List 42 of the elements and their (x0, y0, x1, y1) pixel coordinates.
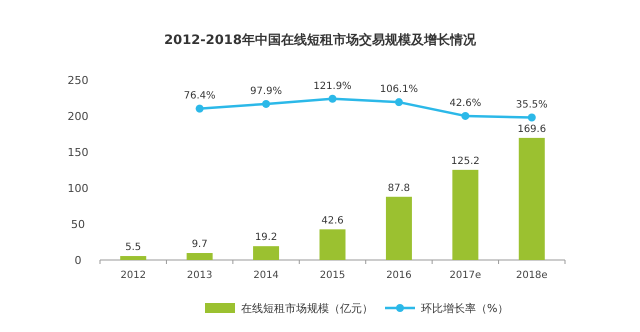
y-tick-label: 50 (71, 218, 85, 231)
y-tick-label: 150 (68, 146, 88, 159)
data-label: 5.5 (125, 242, 142, 254)
data-label: 121.9% (313, 80, 352, 92)
data-label: 87.8 (388, 182, 410, 194)
data-label: 97.9% (250, 86, 282, 97)
bar (186, 253, 213, 260)
data-label: 76.4% (184, 90, 216, 102)
data-label: 125.2 (451, 156, 480, 167)
x-tick-label: 2017e (450, 270, 482, 281)
point (196, 104, 204, 113)
point (394, 98, 403, 106)
legend-label: 环比增长率（%） (421, 302, 508, 315)
x-tick-label: 2016 (386, 270, 412, 281)
x-tick-label: 2014 (253, 270, 279, 281)
bar (120, 256, 146, 260)
y-tick-label: 250 (68, 74, 88, 87)
bar (452, 170, 478, 260)
bar (518, 138, 545, 260)
point (262, 100, 270, 108)
legend-label: 在线短租市场规模（亿元） (241, 302, 373, 315)
bar (320, 229, 346, 260)
x-tick-label: 2018e (516, 270, 548, 281)
data-label: 9.7 (192, 239, 208, 250)
data-label: 42.6 (321, 215, 344, 226)
point (328, 94, 336, 103)
chart-title: 2012-2018年中国在线短租市场交易规模及增长情况 (164, 32, 477, 48)
y-tick-label: 0 (74, 254, 82, 267)
bar (253, 246, 280, 260)
data-label: 42.6% (449, 98, 482, 109)
x-tick-label: 2015 (320, 270, 346, 281)
point (528, 114, 536, 122)
point (461, 112, 470, 120)
x-tick-label: 2012 (120, 270, 146, 281)
x-tick-label: 2013 (186, 270, 212, 281)
data-label: 35.5% (516, 100, 548, 110)
y-tick-label: 200 (68, 110, 88, 123)
data-label: 169.6 (517, 124, 546, 135)
data-label: 19.2 (254, 232, 278, 244)
y-tick-label: 100 (68, 182, 88, 195)
bar (386, 196, 412, 260)
data-label: 106.1% (380, 84, 418, 96)
